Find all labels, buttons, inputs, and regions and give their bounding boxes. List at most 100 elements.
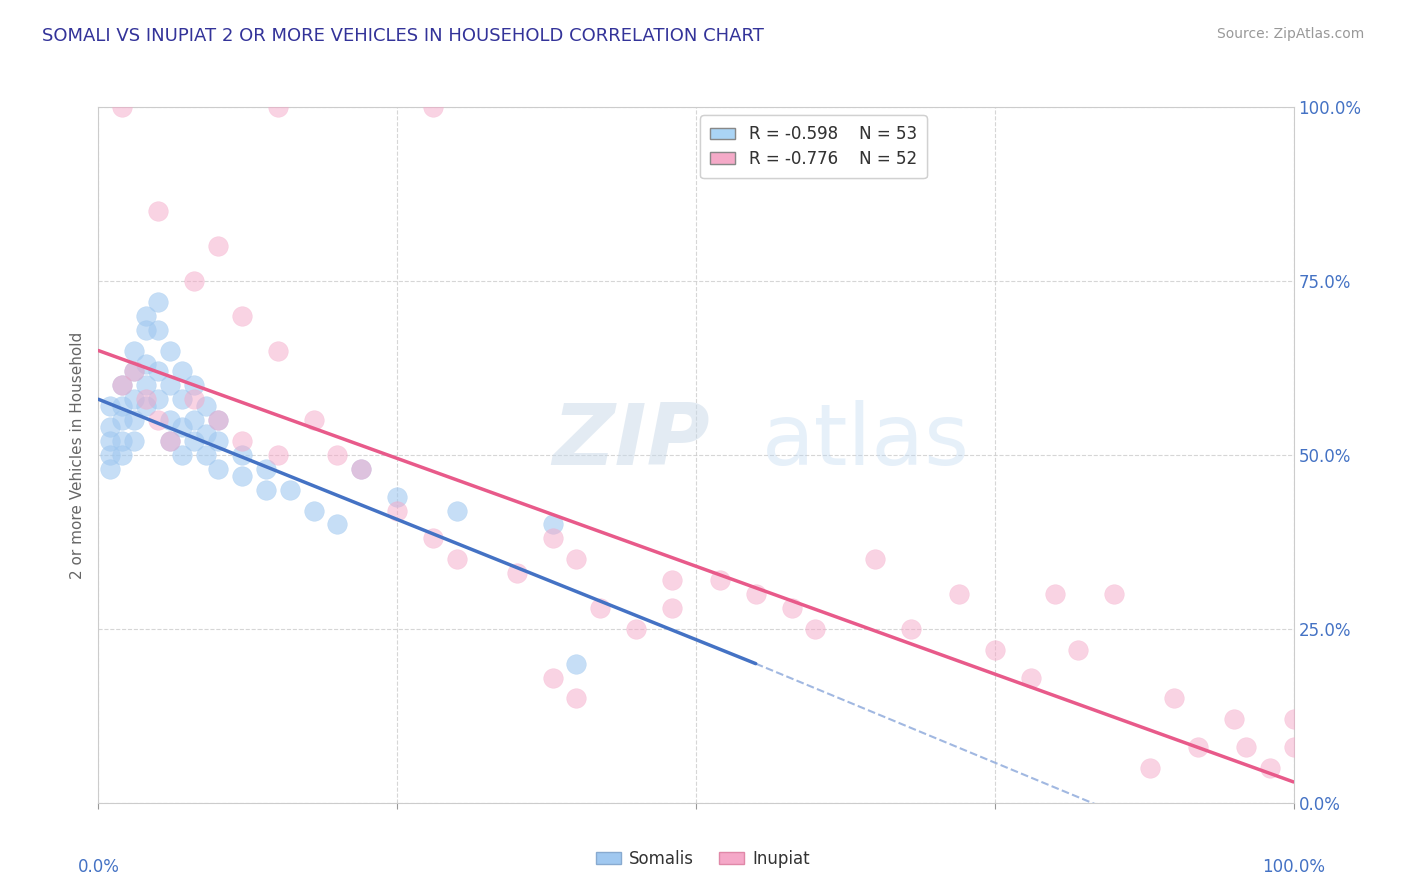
Point — [124, 434, 146, 448]
Point — [159, 434, 181, 448]
Point — [98, 448, 122, 462]
Point — [231, 309, 253, 323]
Point — [267, 100, 290, 114]
Point — [422, 532, 444, 546]
Point — [541, 517, 564, 532]
Point — [183, 392, 205, 407]
Point — [661, 601, 683, 615]
Y-axis label: 2 or more Vehicles in Household: 2 or more Vehicles in Household — [70, 331, 86, 579]
Point — [900, 622, 922, 636]
Point — [302, 503, 325, 517]
Point — [98, 399, 122, 413]
Point — [984, 642, 1007, 657]
Point — [326, 448, 349, 462]
Point — [207, 239, 229, 253]
Legend: Somalis, Inupiat: Somalis, Inupiat — [589, 844, 817, 875]
Point — [124, 364, 146, 378]
Point — [183, 274, 205, 288]
Point — [98, 420, 122, 434]
Point — [267, 343, 290, 358]
Point — [159, 413, 181, 427]
Point — [231, 468, 253, 483]
Point — [159, 378, 181, 392]
Text: 100.0%: 100.0% — [1263, 858, 1324, 877]
Point — [135, 309, 157, 323]
Point — [111, 413, 134, 427]
Point — [148, 392, 170, 407]
Point — [148, 204, 170, 219]
Point — [565, 552, 588, 566]
Point — [385, 490, 409, 504]
Point — [148, 294, 170, 309]
Point — [124, 392, 146, 407]
Point — [541, 532, 564, 546]
Text: ZIP: ZIP — [553, 400, 710, 483]
Point — [183, 413, 205, 427]
Text: atlas: atlas — [762, 400, 970, 483]
Point — [1043, 587, 1066, 601]
Point — [1282, 712, 1305, 726]
Point — [111, 100, 134, 114]
Point — [124, 364, 146, 378]
Point — [1067, 642, 1090, 657]
Point — [565, 691, 588, 706]
Point — [111, 378, 134, 392]
Point — [709, 573, 731, 587]
Point — [1163, 691, 1185, 706]
Point — [745, 587, 768, 601]
Text: SOMALI VS INUPIAT 2 OR MORE VEHICLES IN HOUSEHOLD CORRELATION CHART: SOMALI VS INUPIAT 2 OR MORE VEHICLES IN … — [42, 27, 763, 45]
Point — [172, 364, 194, 378]
Point — [506, 566, 529, 581]
Point — [626, 622, 648, 636]
Point — [385, 503, 409, 517]
Point — [863, 552, 887, 566]
Point — [135, 392, 157, 407]
Legend: R = -0.598    N = 53, R = -0.776    N = 52: R = -0.598 N = 53, R = -0.776 N = 52 — [700, 115, 927, 178]
Point — [1019, 671, 1042, 685]
Point — [124, 343, 146, 358]
Point — [446, 552, 468, 566]
Point — [183, 378, 205, 392]
Point — [1187, 740, 1209, 755]
Point — [254, 462, 277, 476]
Point — [194, 399, 218, 413]
Point — [159, 343, 181, 358]
Point — [207, 462, 229, 476]
Point — [422, 100, 444, 114]
Point — [254, 483, 277, 497]
Point — [1234, 740, 1257, 755]
Point — [207, 413, 229, 427]
Point — [194, 448, 218, 462]
Point — [111, 378, 134, 392]
Point — [148, 364, 170, 378]
Point — [780, 601, 803, 615]
Point — [159, 434, 181, 448]
Point — [124, 413, 146, 427]
Point — [111, 399, 134, 413]
Point — [135, 358, 157, 372]
Point — [948, 587, 970, 601]
Point — [135, 378, 157, 392]
Point — [172, 448, 194, 462]
Point — [661, 573, 683, 587]
Point — [207, 413, 229, 427]
Point — [350, 462, 373, 476]
Point — [1222, 712, 1246, 726]
Point — [804, 622, 827, 636]
Point — [326, 517, 349, 532]
Point — [172, 392, 194, 407]
Point — [1258, 761, 1281, 775]
Point — [207, 434, 229, 448]
Point — [541, 671, 564, 685]
Point — [1282, 740, 1305, 755]
Text: Source: ZipAtlas.com: Source: ZipAtlas.com — [1216, 27, 1364, 41]
Point — [148, 323, 170, 337]
Point — [231, 448, 253, 462]
Point — [1139, 761, 1161, 775]
Point — [148, 413, 170, 427]
Point — [183, 434, 205, 448]
Point — [350, 462, 373, 476]
Point — [231, 434, 253, 448]
Point — [1102, 587, 1125, 601]
Point — [172, 420, 194, 434]
